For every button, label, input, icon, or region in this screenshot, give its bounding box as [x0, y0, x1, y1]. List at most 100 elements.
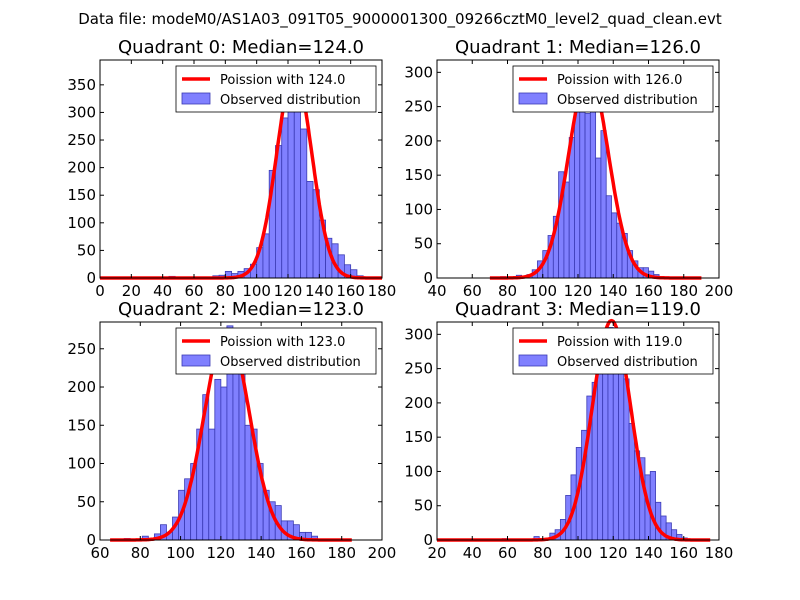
y-tick-label: 50 [414, 235, 433, 253]
legend-line-label: Poission with 124.0 [220, 73, 345, 88]
x-tick-label: 120 [207, 544, 236, 562]
histogram-bar [208, 428, 216, 541]
legend: Poission with 123.0 Observed distribution [175, 327, 377, 375]
y-tick-label: 200 [67, 159, 96, 177]
x-tick-label: 100 [564, 544, 593, 562]
y-tick-label: 250 [404, 360, 433, 378]
histogram-bar [568, 137, 575, 279]
y-tick-label: 150 [404, 166, 433, 184]
histogram-bar [623, 378, 630, 541]
histogram-bar [596, 357, 604, 541]
legend-bar-label: Observed distribution [557, 355, 698, 370]
x-tick-label: 180 [368, 282, 397, 300]
y-tick-label: 50 [77, 493, 96, 511]
x-tick-label: 160 [287, 544, 316, 562]
quadrant-1-panel: Quadrant 1: Median=126.0 40 60 80 100 120 140 1… [404, 37, 733, 300]
y-tick-label: 250 [67, 340, 96, 358]
panel-title: Quadrant 2: Median=123.0 [118, 299, 364, 320]
histogram-bar [281, 117, 289, 279]
y-tick-label: 0 [86, 531, 96, 549]
x-tick-label: 120 [274, 282, 303, 300]
quadrant-0-panel: Quadrant 0: Median=124.00 20 40 60 80 100 120 1… [67, 37, 396, 300]
x-tick-label: 100 [242, 282, 271, 300]
x-tick-label: 20 [122, 282, 141, 300]
y-tick-label: 0 [423, 269, 433, 287]
x-tick-label: 200 [368, 544, 397, 562]
y-tick-label: 300 [404, 325, 433, 343]
legend-bar-label: Observed distribution [220, 355, 361, 370]
y-tick-label: 300 [404, 63, 433, 81]
x-tick-label: 80 [498, 282, 517, 300]
axes-frame [99, 59, 383, 279]
histogram-bar [214, 378, 222, 541]
x-tick-label: 40 [427, 282, 446, 300]
x-tick-label: 140 [247, 544, 276, 562]
x-tick-label: 40 [153, 282, 172, 300]
legend-bar-label: Observed distribution [220, 93, 361, 108]
y-tick-label: 250 [67, 131, 96, 149]
legend-bar-swatch [518, 354, 548, 367]
x-tick-label: 100 [166, 544, 195, 562]
x-tick-label: 160 [336, 282, 365, 300]
histogram-bar [595, 157, 602, 279]
x-tick-label: 80 [533, 544, 552, 562]
x-tick-label: 160 [669, 544, 698, 562]
quadrant-2-panel: Quadrant 2: Median=123.0 60 80 100 120 140 160… [67, 299, 396, 562]
x-tick-label: 200 [705, 282, 734, 300]
y-tick-label: 200 [67, 378, 96, 396]
legend-line-label: Poission with 126.0 [557, 73, 682, 88]
y-tick-label: 100 [67, 214, 96, 232]
x-tick-label: 0 [95, 282, 105, 300]
panel-title: Quadrant 0: Median=124.0 [118, 37, 364, 58]
histogram-bar [244, 424, 252, 541]
histogram-bar [589, 102, 597, 279]
y-tick-label: 100 [404, 462, 433, 480]
histogram-bar [605, 195, 612, 279]
histogram-bar [600, 130, 607, 279]
x-tick-label: 20 [427, 544, 446, 562]
y-tick-label: 300 [67, 103, 96, 121]
histogram-bar [618, 364, 625, 541]
legend-line-label: Poission with 119.0 [557, 335, 682, 350]
histogram-bar [220, 386, 228, 541]
x-tick-label: 120 [599, 544, 628, 562]
y-tick-label: 0 [86, 269, 96, 287]
x-tick-label: 80 [216, 282, 235, 300]
legend-bar-swatch [181, 354, 211, 367]
x-tick-label: 180 [705, 544, 734, 562]
histogram-bar [306, 181, 314, 279]
y-tick-label: 100 [67, 455, 96, 473]
histogram-bar [232, 359, 240, 541]
x-tick-label: 40 [463, 544, 482, 562]
legend: Poission with 126.0 Observed distribution [512, 65, 714, 113]
x-tick-label: 100 [528, 282, 557, 300]
histogram-bar [611, 212, 618, 279]
figure-suptitle: Data file: modeM0/AS1A03_091T05_90000013… [78, 10, 722, 29]
histogram-bar [628, 423, 635, 541]
x-tick-label: 180 [327, 544, 356, 562]
x-tick-label: 60 [498, 544, 517, 562]
panel-title: Quadrant 1: Median=126.0 [455, 37, 701, 58]
y-tick-label: 150 [404, 428, 433, 446]
x-tick-label: 60 [463, 282, 482, 300]
y-tick-label: 250 [404, 98, 433, 116]
y-tick-label: 100 [404, 200, 433, 218]
legend-bar-label: Observed distribution [557, 93, 698, 108]
quadrant-3-panel: Quadrant 3: Median=119.0 20 40 60 80 100 120 14… [404, 299, 733, 562]
y-tick-label: 150 [67, 416, 96, 434]
panel-title: Quadrant 3: Median=119.0 [455, 299, 701, 320]
histogram-bar [293, 103, 301, 279]
x-tick-label: 140 [634, 544, 663, 562]
histogram-bar [262, 233, 270, 279]
x-tick-label: 80 [131, 544, 150, 562]
legend: Poission with 124.0 Observed distribution [175, 65, 377, 113]
histogram-bar [655, 501, 662, 541]
x-tick-label: 120 [564, 282, 593, 300]
y-tick-label: 200 [404, 132, 433, 150]
x-tick-label: 180 [669, 282, 698, 300]
histogram-bar [300, 128, 308, 279]
legend-bar-swatch [518, 92, 548, 105]
axes-frame [99, 321, 383, 541]
histogram-bar [563, 181, 570, 279]
